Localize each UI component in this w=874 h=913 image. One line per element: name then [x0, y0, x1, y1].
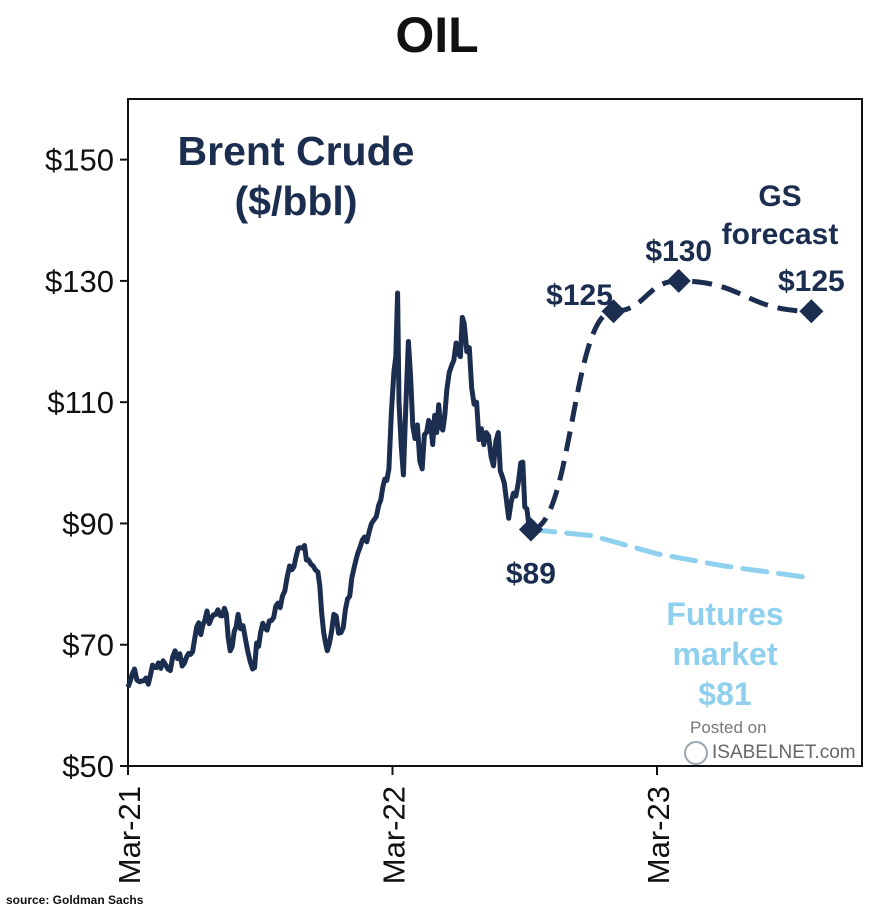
gs-forecast-line-2: forecast — [721, 218, 839, 251]
gs-forecast-line-1: GS — [758, 180, 802, 213]
gs-forecast-annotation: GS forecast — [700, 178, 860, 254]
x-tick-label: Mar-23 — [641, 786, 676, 884]
watermark-posted: Posted on — [690, 718, 767, 737]
watermark-brand-text: ISABELNET.com — [712, 742, 856, 763]
marker-label: $125 — [778, 265, 845, 298]
x-tick-label: Mar-21 — [112, 786, 147, 884]
futures-line-2: market — [672, 636, 778, 672]
futures-line-3: $81 — [698, 676, 752, 712]
plot-frame — [127, 98, 863, 767]
gs-forecast-line — [530, 278, 812, 533]
chart-subtitle: Brent Crude ($/bbl) — [177, 128, 415, 224]
y-tick-label: $90 — [62, 506, 114, 541]
x-tick-label: Mar-22 — [377, 786, 412, 884]
y-tick-label: $70 — [62, 628, 114, 663]
forecast-marker — [799, 299, 824, 324]
watermark-brand: ISABELNET.com — [684, 741, 856, 765]
futures-line-1: Futures — [666, 596, 784, 632]
forecast-marker — [518, 517, 543, 542]
brent-history-line — [125, 290, 534, 689]
marker-label: $130 — [645, 235, 712, 268]
forecast-marker — [666, 268, 691, 293]
marker-label: $125 — [546, 279, 613, 312]
y-tick-label: $150 — [45, 143, 114, 178]
source-note: source: Goldman Sachs — [6, 893, 144, 907]
y-tick-label: $110 — [47, 385, 114, 420]
y-tick-label: $130 — [45, 264, 114, 299]
futures-market-annotation: Futures market $81 — [640, 594, 810, 714]
marker-label: $89 — [506, 558, 556, 591]
chart-title: OIL — [395, 7, 479, 63]
isabelnet-logo-icon — [684, 741, 708, 765]
y-tick-label: $50 — [62, 749, 114, 784]
futures-market-line — [528, 527, 814, 581]
forecast-marker — [601, 299, 626, 324]
